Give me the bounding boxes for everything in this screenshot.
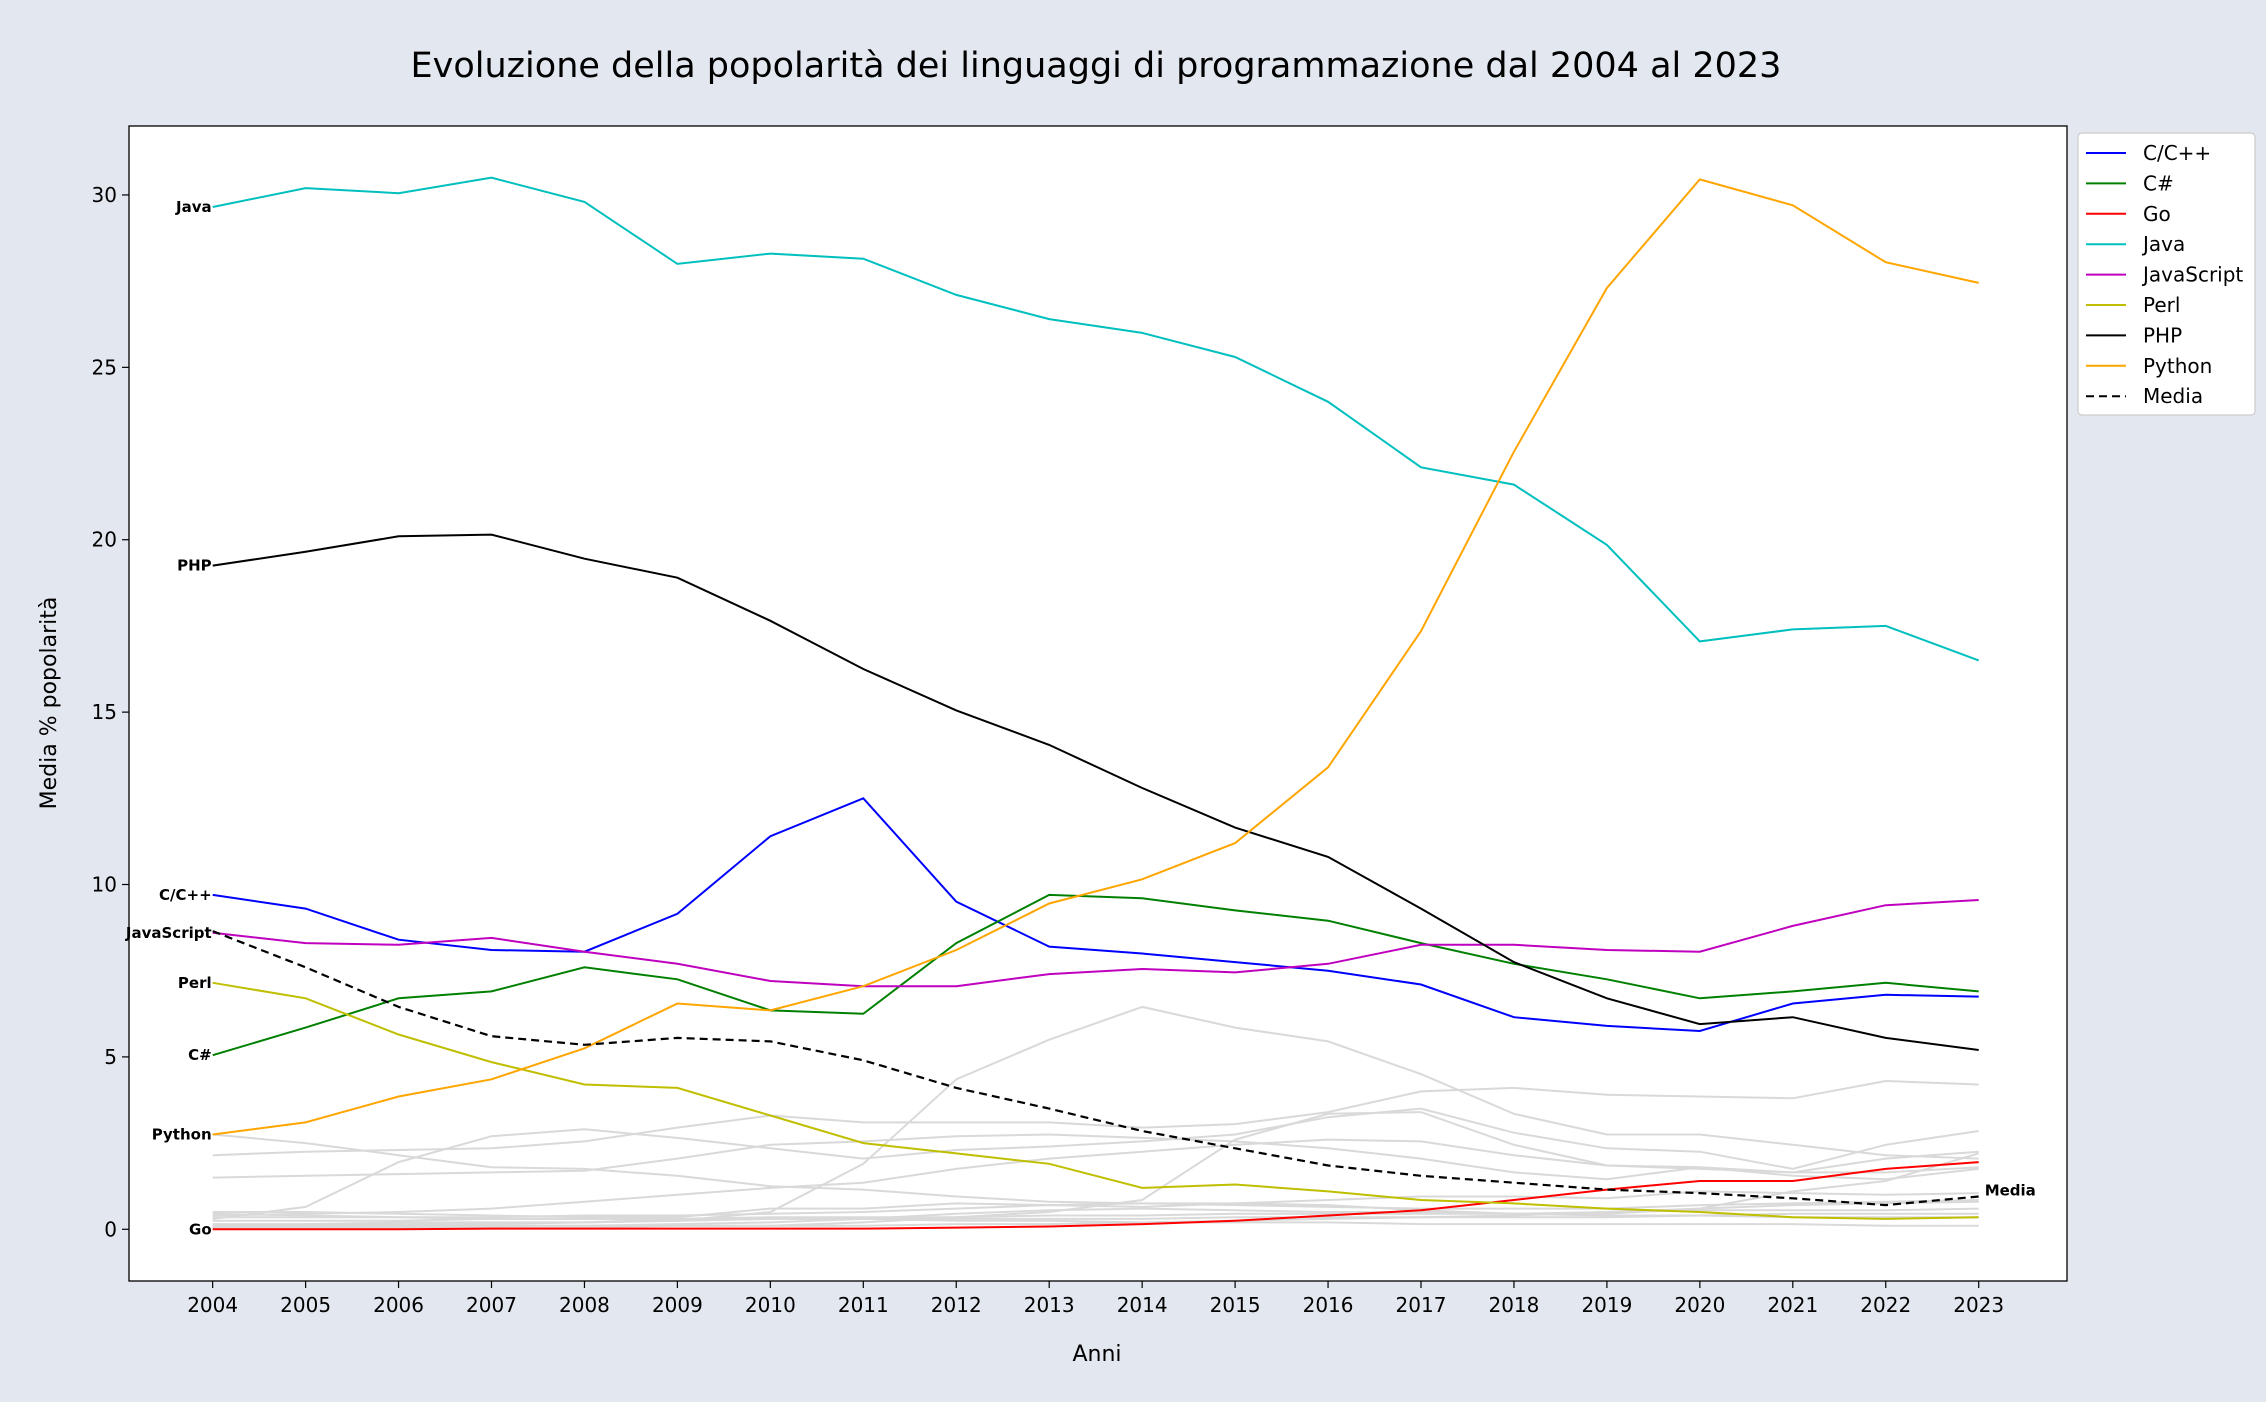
y-tick-label: 20 xyxy=(92,528,117,552)
series-lines xyxy=(212,176,1980,1231)
y-tick-label: 15 xyxy=(92,700,117,724)
start-label-perl: Perl xyxy=(178,974,212,992)
legend: C/C++ C# Go Java JavaScript Perl PHP Python Medi… xyxy=(2077,132,2256,416)
x-tick-label: 2006 xyxy=(373,1293,424,1317)
background-line-5 xyxy=(212,1005,1979,1227)
x-axis-title: Anni xyxy=(1072,1342,1121,1367)
background-line-1 xyxy=(212,1079,1979,1157)
legend-label-c: C# xyxy=(2143,171,2174,195)
plot-frame xyxy=(128,125,2068,1282)
y-tick-label: 10 xyxy=(92,873,117,897)
legend-box xyxy=(2077,132,2256,416)
x-tick-label: 2015 xyxy=(1210,1293,1261,1317)
background-line-4 xyxy=(212,1138,1979,1217)
x-tick-label: 2013 xyxy=(1024,1293,1075,1317)
series-line-go xyxy=(212,1161,1979,1231)
background-line-8 xyxy=(212,1190,1979,1219)
series-line-perl xyxy=(212,981,1979,1220)
series-line-c xyxy=(212,893,1979,1057)
plot-area xyxy=(129,126,2067,1281)
x-tick-label: 2017 xyxy=(1396,1293,1447,1317)
x-tick-label: 2018 xyxy=(1488,1293,1539,1317)
x-tick-label: 2022 xyxy=(1860,1293,1911,1317)
y-tick-label: 30 xyxy=(92,183,117,207)
start-label-java: Java xyxy=(175,198,212,216)
x-tick-label: 2021 xyxy=(1767,1293,1818,1317)
start-label-c: C# xyxy=(188,1046,212,1064)
y-tick-label: 0 xyxy=(104,1217,117,1241)
start-label-php: PHP xyxy=(177,557,212,575)
start-label-python: Python xyxy=(152,1125,212,1143)
chart-title: Evoluzione della popolarità dei linguagg… xyxy=(411,46,1782,86)
x-tick-label: 2019 xyxy=(1581,1293,1632,1317)
x-tick-label: 2010 xyxy=(745,1293,796,1317)
legend-label-javascript: JavaScript xyxy=(2141,263,2243,287)
y-tick-label: 25 xyxy=(92,355,117,379)
series-line-c-c xyxy=(212,797,1979,1033)
start-label-go: Go xyxy=(189,1220,212,1238)
x-tick-label: 2004 xyxy=(187,1293,238,1317)
x-tick-label: 2012 xyxy=(931,1293,982,1317)
series-end-labels: C/C++ C# Go Java JavaScript Perl PHP Python Medi… xyxy=(125,198,2036,1238)
background-line-9 xyxy=(212,1199,1979,1219)
x-tick-label: 2007 xyxy=(466,1293,517,1317)
background-line-2 xyxy=(212,1107,1979,1220)
x-tick-label: 2023 xyxy=(1953,1293,2004,1317)
x-tick-label: 2014 xyxy=(1117,1293,1168,1317)
legend-label-perl: Perl xyxy=(2143,293,2180,317)
legend-label-php: PHP xyxy=(2143,323,2182,347)
background-line-12 xyxy=(212,1212,1979,1227)
y-tick-label: 5 xyxy=(104,1045,117,1069)
series-line-python xyxy=(212,178,1979,1136)
x-tick-label: 2016 xyxy=(1303,1293,1354,1317)
x-axis: 2004 2005 2006 2007 2008 2009 2010 2011 2012 2013… xyxy=(187,1281,2004,1317)
legend-label-java: Java xyxy=(2141,232,2185,256)
series-line-php xyxy=(212,533,1979,1051)
start-label-c-c: C/C++ xyxy=(159,886,212,904)
x-tick-label: 2011 xyxy=(838,1293,889,1317)
series-line-java xyxy=(212,176,1980,662)
background-line-14 xyxy=(212,1200,1979,1227)
x-tick-label: 2005 xyxy=(280,1293,331,1317)
legend-label-c-c: C/C++ xyxy=(2143,141,2211,165)
start-label-javascript: JavaScript xyxy=(125,924,212,942)
end-label-media: Media xyxy=(1985,1182,2036,1200)
y-axis-title: Media % popolarità xyxy=(37,597,62,810)
x-tick-label: 2020 xyxy=(1674,1293,1725,1317)
series-line-media xyxy=(212,930,1979,1207)
series-line-javascript xyxy=(212,899,1979,988)
y-axis: 0 5 10 15 20 25 30 xyxy=(92,183,129,1241)
x-tick-label: 2008 xyxy=(559,1293,610,1317)
x-tick-label: 2009 xyxy=(652,1293,703,1317)
legend-label-python: Python xyxy=(2143,354,2212,378)
legend-label-go: Go xyxy=(2143,202,2171,226)
legend-label-media: Media xyxy=(2143,384,2203,408)
